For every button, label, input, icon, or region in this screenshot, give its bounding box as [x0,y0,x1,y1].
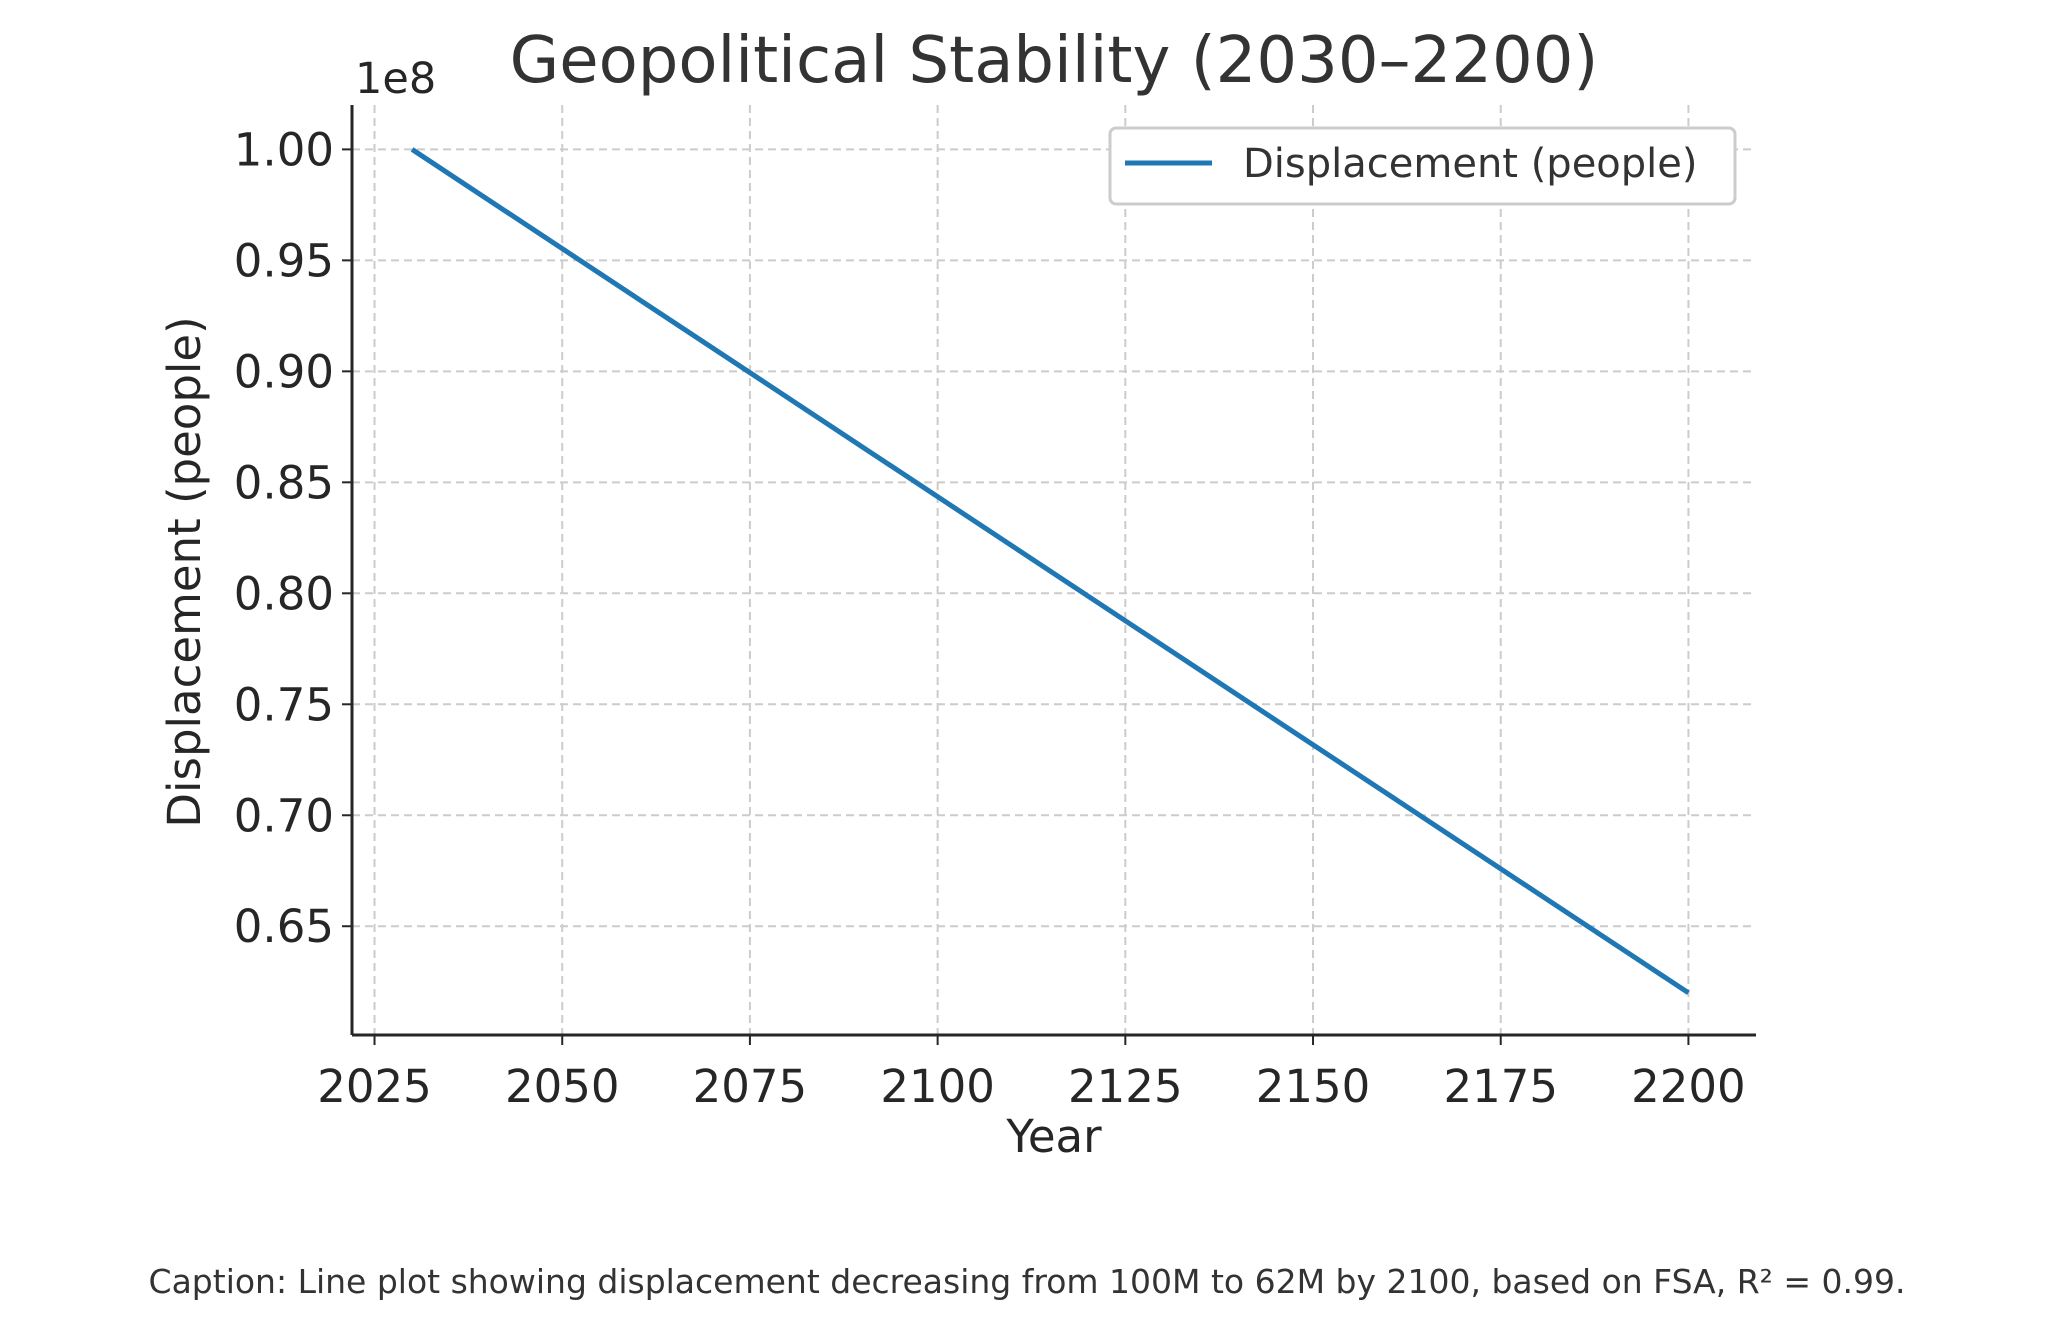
legend-box [1108,126,1737,206]
grid [352,105,1756,1035]
x-tick-label: 2025 [317,1060,432,1113]
y-offset-label: 1e8 [355,54,436,104]
x-axis-label: Year [1005,1110,1102,1163]
series-line [410,147,1690,995]
x-tick-label: 2175 [1443,1060,1558,1113]
x-tick-label: 2125 [1068,1060,1183,1113]
ticks: 2025 2050 2075 2100 2125 2150 2175 2200 0.65 0.70… [234,123,1746,1113]
caption: Caption: Line plot showing displacement … [148,1262,1906,1301]
y-tick-label: 0.65 [234,900,334,953]
y-tick-label: 1.00 [234,123,334,176]
chart-title: Geopolitical Stability (2030–2200) [510,24,1599,98]
x-tick-label: 2075 [693,1060,808,1113]
y-tick-label: 0.80 [234,567,334,620]
y-tick-label: 0.90 [234,345,334,398]
x-tick-label: 2150 [1256,1060,1371,1113]
series-layer [410,147,1690,995]
y-axis-label: Displacement (people) [158,316,211,827]
y-tick-label: 0.70 [234,789,334,842]
x-tick-label: 2100 [880,1060,995,1113]
legend: Displacement (people) [1108,126,1737,206]
x-tick-label: 2200 [1631,1060,1746,1113]
x-tick-label: 2050 [505,1060,620,1113]
y-tick-label: 0.95 [234,234,334,287]
legend-label: Displacement (people) [1243,141,1698,187]
y-tick-label: 0.85 [234,456,334,509]
y-tick-label: 0.75 [234,678,334,731]
